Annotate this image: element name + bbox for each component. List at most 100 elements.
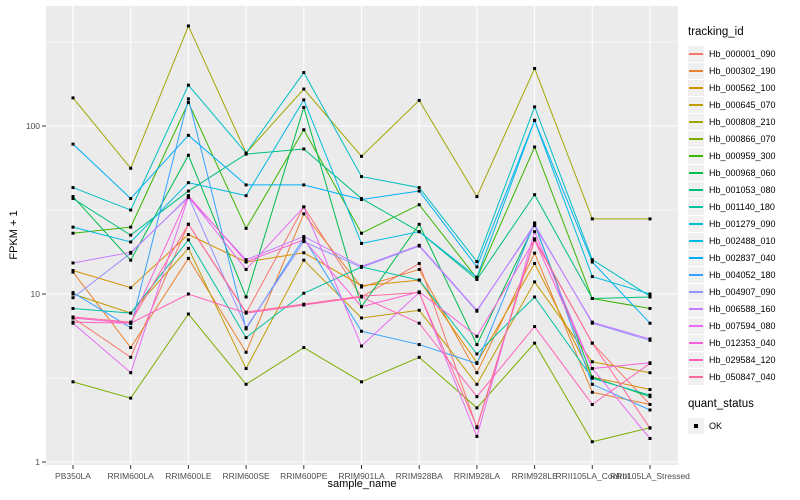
data-point bbox=[533, 280, 537, 284]
data-point bbox=[71, 197, 75, 201]
data-point bbox=[71, 320, 75, 324]
series-color-swatch bbox=[689, 120, 703, 123]
data-point bbox=[71, 291, 75, 295]
data-point bbox=[71, 315, 75, 319]
legend-key-line-icon bbox=[688, 45, 704, 62]
data-point bbox=[475, 343, 479, 347]
data-point bbox=[475, 406, 479, 410]
data-point bbox=[186, 101, 190, 105]
data-point bbox=[417, 98, 421, 102]
legend-key-line-icon bbox=[688, 62, 704, 79]
data-point bbox=[129, 208, 133, 212]
data-point bbox=[475, 395, 479, 399]
data-point bbox=[533, 145, 537, 149]
legend-key-line-icon bbox=[688, 283, 704, 300]
data-point bbox=[648, 371, 652, 375]
data-point bbox=[533, 341, 537, 345]
data-point bbox=[475, 195, 479, 199]
data-point bbox=[533, 237, 537, 241]
data-point bbox=[302, 291, 306, 295]
data-point bbox=[475, 308, 479, 312]
data-point bbox=[648, 393, 652, 397]
data-point bbox=[417, 186, 421, 190]
data-point bbox=[648, 426, 652, 430]
legend-item-label: Hb_006588_160 bbox=[709, 303, 776, 314]
data-point bbox=[129, 258, 133, 262]
data-point bbox=[360, 316, 363, 320]
legend-item-Hb_002837_040: Hb_002837_040 bbox=[688, 249, 800, 266]
data-point bbox=[590, 376, 594, 380]
data-point bbox=[244, 326, 248, 330]
data-point bbox=[475, 425, 479, 429]
data-point bbox=[475, 334, 479, 338]
data-point bbox=[302, 87, 306, 91]
legend-key-line-icon bbox=[688, 351, 704, 368]
legend-item-Hb_000001_090: Hb_000001_090 bbox=[688, 45, 800, 62]
series-color-swatch bbox=[689, 307, 703, 310]
legend-item-label: Hb_000302_190 bbox=[709, 65, 776, 76]
data-point bbox=[244, 258, 248, 262]
legend-title-quant-status: quant_status bbox=[688, 398, 754, 410]
series-color-swatch bbox=[689, 341, 703, 344]
data-point bbox=[71, 269, 75, 273]
series-color-swatch bbox=[689, 52, 703, 55]
data-point bbox=[244, 382, 248, 386]
data-point bbox=[302, 212, 306, 216]
x-axis-title: sample_name bbox=[327, 478, 397, 490]
data-point bbox=[475, 260, 479, 264]
data-point bbox=[129, 371, 133, 375]
legend-item-Hb_000866_070: Hb_000866_070 bbox=[688, 130, 800, 147]
data-point bbox=[417, 261, 421, 265]
legend-item-Hb_006588_160: Hb_006588_160 bbox=[688, 300, 800, 317]
data-point bbox=[648, 292, 652, 296]
series-color-swatch bbox=[689, 256, 703, 259]
data-point bbox=[533, 66, 537, 70]
series-color-swatch bbox=[689, 154, 703, 157]
x-tick-label: RRIM928LE bbox=[511, 471, 558, 481]
data-point bbox=[129, 320, 133, 324]
legend-item-Hb_000959_300: Hb_000959_300 bbox=[688, 147, 800, 164]
legend-item-label: Hb_000645_070 bbox=[709, 99, 776, 110]
legend-item-Hb_000302_190: Hb_000302_190 bbox=[688, 62, 800, 79]
legend-item-Hb_000562_100: Hb_000562_100 bbox=[688, 79, 800, 96]
data-point bbox=[417, 343, 421, 347]
data-point bbox=[533, 118, 537, 122]
data-point bbox=[648, 321, 652, 325]
data-point bbox=[129, 240, 133, 244]
legend-key-line-icon bbox=[688, 113, 704, 130]
data-point bbox=[302, 128, 306, 132]
data-point bbox=[590, 440, 594, 444]
data-point bbox=[590, 382, 594, 386]
data-point bbox=[533, 261, 537, 265]
data-point bbox=[129, 311, 133, 315]
quant-marker-swatch bbox=[694, 423, 698, 428]
legend-item-Hb_001053_080: Hb_001053_080 bbox=[688, 181, 800, 198]
legend-item-Hb_050847_040: Hb_050847_040 bbox=[688, 368, 800, 385]
data-point bbox=[360, 241, 363, 245]
legend-item-label: Hb_002488_010 bbox=[709, 235, 776, 246]
data-point bbox=[71, 306, 75, 310]
data-point bbox=[648, 337, 652, 341]
legend-item-label: Hb_050847_040 bbox=[709, 371, 776, 382]
data-point bbox=[417, 321, 421, 325]
data-point bbox=[186, 24, 190, 28]
legend-item-label: Hb_004052_180 bbox=[709, 269, 776, 280]
data-point bbox=[186, 181, 190, 185]
legend-item-Hb_001140_180: Hb_001140_180 bbox=[688, 198, 800, 215]
data-point bbox=[590, 341, 594, 345]
data-point bbox=[71, 231, 75, 235]
data-point bbox=[302, 236, 306, 240]
data-point bbox=[186, 238, 190, 242]
data-point bbox=[71, 296, 75, 300]
data-point bbox=[475, 277, 479, 281]
data-point bbox=[71, 142, 75, 146]
data-point bbox=[186, 246, 190, 250]
data-point bbox=[71, 195, 75, 199]
data-point bbox=[129, 166, 133, 170]
legend-tracking-rows: Hb_000001_090 Hb_000302_190 Hb_000562_100 H… bbox=[688, 45, 800, 385]
data-point bbox=[186, 292, 190, 296]
series-color-swatch bbox=[689, 375, 703, 378]
legend-key-line-icon bbox=[688, 96, 704, 113]
data-point bbox=[129, 250, 133, 254]
legend-item-Hb_000645_070: Hb_000645_070 bbox=[688, 96, 800, 113]
